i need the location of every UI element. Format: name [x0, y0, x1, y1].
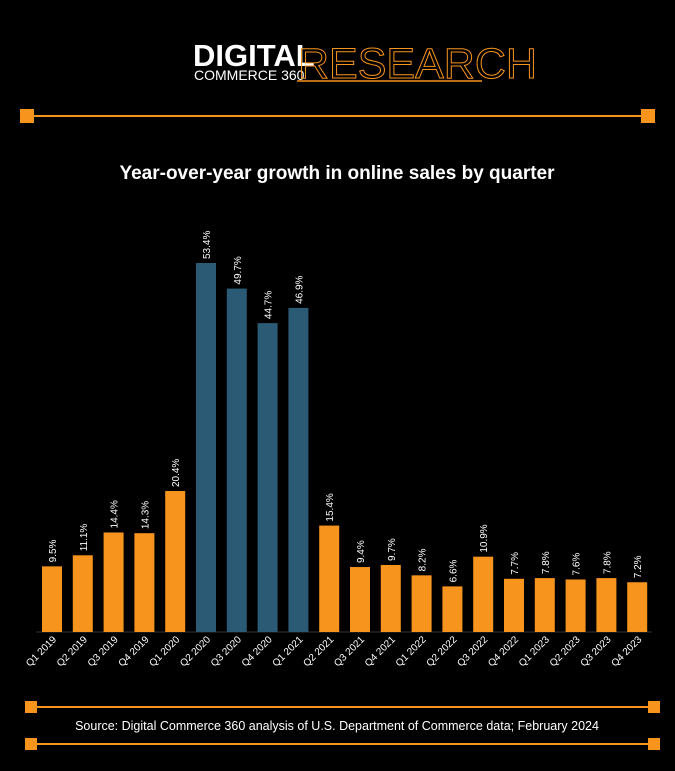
value-label: 8.2% [418, 548, 429, 571]
bar [380, 564, 401, 632]
value-label: 6.6% [448, 559, 459, 582]
value-label: 10.9% [479, 524, 490, 552]
value-label: 53.4% [202, 231, 213, 259]
value-label: 7.7% [510, 552, 521, 575]
value-label: 9.7% [387, 538, 398, 561]
bar [226, 288, 247, 632]
bar [319, 525, 340, 632]
value-label: 11.1% [79, 524, 90, 552]
bar [596, 578, 617, 632]
bar [165, 491, 186, 632]
bar [196, 263, 216, 632]
bar [534, 578, 555, 632]
bar [72, 555, 93, 632]
brand-bold: DIGITAL [193, 38, 315, 73]
value-label: 7.8% [602, 551, 613, 574]
value-label: 49.7% [233, 256, 244, 284]
brand-sub: COMMERCE 360 [194, 67, 305, 83]
value-label: 46.9% [294, 275, 305, 303]
bottom-rules [25, 701, 660, 750]
source-note: Source: Digital Commerce 360 analysis of… [75, 719, 599, 733]
value-label: 7.8% [541, 551, 552, 574]
bar [42, 566, 62, 632]
bar [103, 532, 124, 632]
value-label: 44.7% [264, 291, 275, 319]
bar [565, 579, 586, 632]
value-label: 14.3% [140, 501, 151, 529]
top-rule [20, 109, 655, 123]
chart-title: Year-over-year growth in online sales by… [119, 163, 555, 184]
bar [134, 533, 155, 632]
bar [350, 567, 370, 632]
value-label: 9.5% [48, 539, 59, 562]
bar [627, 582, 648, 632]
bar [411, 575, 432, 632]
value-label: 14.4% [110, 500, 121, 528]
value-label: 7.6% [572, 553, 583, 576]
bar [504, 578, 524, 632]
value-label: 9.4% [356, 540, 367, 563]
value-label: 20.4% [171, 459, 182, 487]
value-label: 7.2% [633, 555, 644, 578]
bar [288, 307, 309, 632]
value-label: 15.4% [325, 493, 336, 521]
bar [257, 323, 278, 632]
bar [473, 556, 494, 632]
bar [442, 586, 463, 632]
